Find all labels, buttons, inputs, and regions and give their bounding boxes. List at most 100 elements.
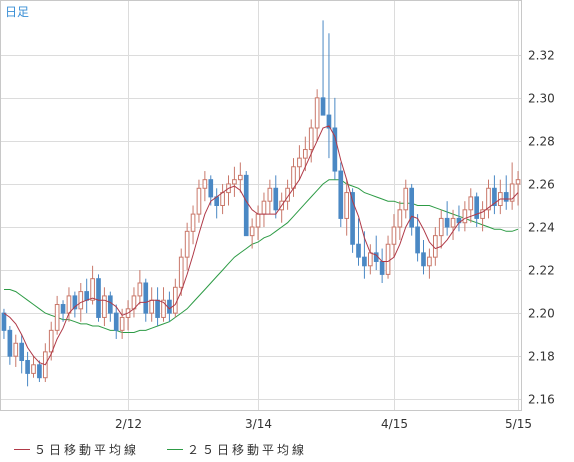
candle-body — [167, 299, 172, 314]
x-tick-label: 3/14 — [245, 417, 272, 431]
candle — [350, 188, 355, 253]
candle-body — [332, 127, 338, 172]
candle-body — [515, 179, 521, 185]
candle-body — [362, 256, 367, 267]
candle-body — [397, 209, 403, 228]
candle-body — [149, 299, 155, 314]
ma25-line — [4, 179, 519, 333]
candle — [161, 287, 166, 322]
legend: ５日移動平均線 ２５日移動平均線 — [0, 436, 574, 462]
candle — [486, 179, 491, 219]
candle-body — [462, 209, 468, 224]
candle-body — [66, 295, 72, 314]
candle — [362, 231, 367, 279]
candle — [320, 20, 326, 116]
candle-body — [367, 252, 373, 267]
candle — [314, 89, 320, 141]
y-tick-label: 2.28 — [528, 135, 555, 149]
candle-body — [255, 213, 261, 228]
candle — [297, 145, 302, 180]
candle — [409, 183, 415, 236]
y-tick-label: 2.16 — [528, 393, 555, 407]
candle-body — [37, 364, 42, 379]
candle-body — [84, 291, 90, 301]
candle-body — [202, 179, 208, 189]
candle-body — [409, 187, 415, 228]
candle-body — [492, 187, 497, 206]
candle — [102, 287, 107, 327]
candle — [190, 205, 196, 245]
candle — [37, 360, 42, 383]
candle — [208, 175, 214, 206]
candle — [468, 188, 474, 223]
legend-item-ma5: ５日移動平均線 — [14, 441, 139, 458]
candle — [302, 136, 308, 172]
candle-body — [267, 187, 273, 202]
candle-body — [291, 166, 296, 189]
candle — [492, 175, 497, 215]
candle — [202, 171, 208, 202]
candle-body — [509, 183, 515, 202]
y-tick-label: 2.18 — [528, 350, 555, 364]
candle-body — [356, 243, 361, 258]
x-tick-label: 5/15 — [505, 417, 532, 431]
candle-body — [161, 299, 166, 318]
candle — [509, 162, 515, 210]
candle — [308, 119, 314, 163]
y-tick-label: 2.30 — [528, 92, 555, 106]
candle-body — [338, 170, 344, 219]
candle-body — [273, 187, 279, 211]
candle-body — [302, 149, 308, 159]
candle — [243, 171, 249, 237]
candle-body — [249, 226, 255, 237]
candle-body — [450, 217, 456, 228]
candle-body — [48, 329, 54, 353]
candle-body — [480, 209, 485, 219]
period-label: 日足 — [5, 5, 29, 19]
candle — [273, 175, 279, 219]
candle — [356, 218, 361, 266]
legend-item-ma25: ２５日移動平均線 — [167, 441, 307, 458]
candle — [450, 209, 456, 240]
candle — [54, 295, 60, 335]
candles — [1, 20, 521, 387]
candle — [143, 278, 149, 322]
candle-body — [421, 252, 426, 267]
candle-body — [178, 256, 184, 288]
candle-body — [415, 226, 420, 254]
y-tick-label: 2.32 — [528, 49, 555, 63]
candle — [31, 356, 36, 378]
ma5-line — [3, 125, 519, 366]
candle-body — [308, 127, 314, 151]
candle-body — [391, 226, 397, 245]
candle — [196, 179, 202, 223]
candle — [237, 162, 243, 193]
candle — [7, 326, 13, 365]
y-tick-label: 2.22 — [528, 264, 555, 278]
candle — [60, 300, 66, 322]
ma5-swatch — [14, 448, 30, 450]
candle — [107, 291, 113, 322]
x-tick-label: 2/12 — [115, 417, 142, 431]
candle — [19, 334, 25, 374]
x-axis-ticks: 2/12 3/14 4/15 5/15 — [115, 417, 532, 431]
candle-body — [243, 174, 249, 237]
candle-body — [78, 291, 84, 310]
plot-border — [0, 0, 522, 411]
candle — [391, 214, 397, 258]
candle-body — [320, 97, 326, 116]
y-tick-label: 2.24 — [528, 221, 555, 235]
candle-body — [90, 278, 95, 301]
candle-body — [314, 97, 320, 129]
candle-body — [113, 312, 119, 331]
candle-body — [438, 217, 444, 237]
candle-body — [237, 174, 243, 181]
candle — [113, 304, 119, 339]
candle — [1, 308, 7, 339]
candle — [137, 270, 143, 305]
candle-body — [232, 179, 237, 185]
candle-body — [486, 187, 491, 211]
y-axis-ticks: 2.16 2.18 2.20 2.22 2.24 2.26 2.28 2.30 2.32 — [528, 49, 555, 407]
candle-body — [503, 192, 509, 202]
